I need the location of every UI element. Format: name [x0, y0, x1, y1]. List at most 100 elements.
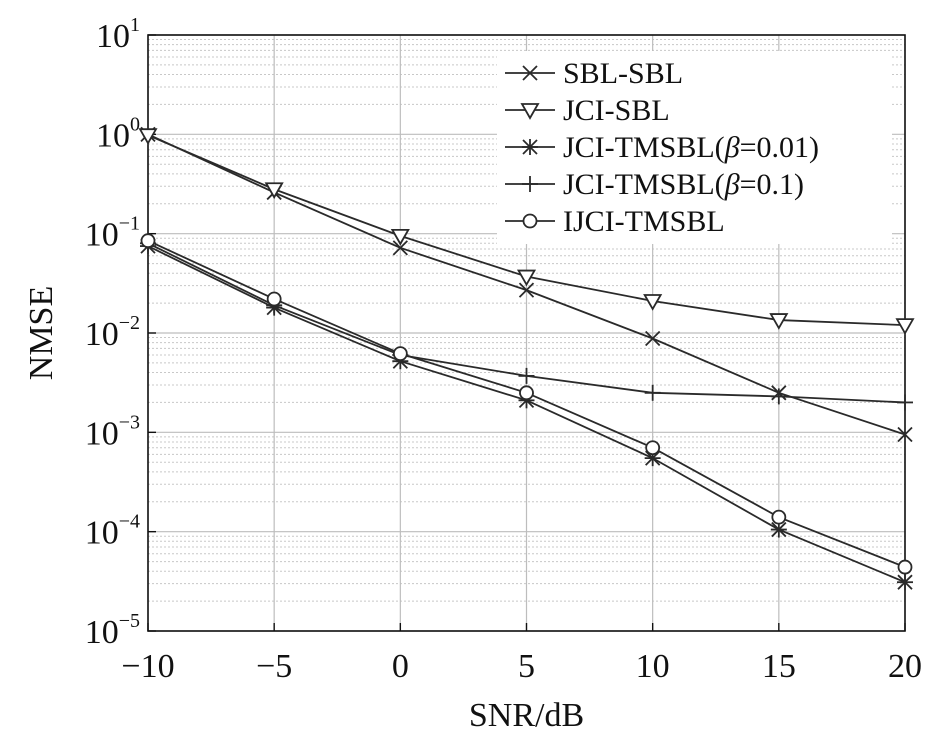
data-point [897, 559, 913, 575]
marker-shape [522, 213, 538, 229]
data-point [140, 233, 156, 249]
legend-entry-ijci-tmsbl: IJCI-TMSBL [505, 205, 725, 238]
marker-triangle-down-icon [520, 103, 540, 120]
y-tick-base: 10 [85, 614, 119, 651]
data-point [897, 426, 913, 443]
legend-label-suffix: =0.1) [740, 168, 804, 201]
marker-circle-icon [897, 559, 913, 575]
data-point [645, 330, 661, 347]
marker-stroke [518, 282, 535, 298]
legend-label-jci-sbl: JCI-SBL [563, 94, 670, 127]
marker-shape [520, 103, 540, 120]
marker-stroke [897, 426, 913, 443]
legend-label-jci-tmsbl-001: JCI-TMSBL(β=0.01) [563, 131, 819, 164]
marker-circle-icon [140, 233, 156, 249]
y-tick-label: 10−2 [85, 312, 140, 353]
marker-circle-icon [645, 440, 661, 456]
x-tick-label: −5 [256, 648, 292, 685]
marker-asterisk-icon [522, 139, 538, 155]
marker-triangle-down-icon [390, 228, 410, 246]
data-point [897, 394, 913, 411]
series-layer [138, 126, 915, 591]
y-tick-base: 10 [85, 316, 119, 353]
x-axis-label: SNR/dB [469, 697, 584, 734]
marker-plus-icon [522, 176, 538, 192]
marker-plus-icon [644, 384, 661, 401]
marker-x-icon [645, 330, 661, 347]
y-tick-base: 10 [96, 18, 130, 55]
marker-stroke [522, 65, 538, 81]
data-point [138, 128, 158, 146]
legend-marker-circle-icon [522, 213, 538, 229]
marker-triangle-down-icon [895, 318, 915, 335]
marker-triangle-down-icon [643, 294, 663, 311]
data-point [643, 294, 663, 311]
y-tick-label: 100 [96, 113, 140, 154]
data-point [771, 509, 787, 525]
marker-x-icon [518, 282, 535, 298]
legend-entry-sbl-sbl: SBL-SBL [505, 57, 683, 90]
marker-circle-icon [392, 346, 408, 362]
legend-marker-triangle-icon [520, 103, 540, 120]
marker-triangle-down-icon [516, 269, 537, 287]
data-point [518, 282, 535, 298]
y-axis-label: NMSE [23, 286, 60, 380]
marker-asterisk-icon [897, 574, 913, 591]
marker-shape [895, 318, 915, 335]
marker-x-icon [897, 426, 913, 443]
y-tick-exponent: −4 [119, 511, 140, 533]
marker-shape [897, 559, 913, 575]
marker-plus-icon [518, 367, 535, 384]
legend-label-sbl-sbl: SBL-SBL [563, 57, 683, 90]
series-jci-sbl [138, 128, 915, 335]
y-tick-base: 10 [85, 515, 119, 552]
marker-shape [516, 269, 537, 287]
legend-background [497, 51, 892, 244]
x-tick-label: 0 [392, 648, 409, 685]
marker-circle-icon [771, 509, 787, 525]
x-axis-ticks: −10 −5 0 5 10 15 20 [121, 623, 922, 685]
marker-x-icon [522, 65, 538, 81]
y-tick-exponent: −3 [119, 411, 140, 433]
marker-shape [140, 233, 156, 249]
legend: SBL-SBL JCI-SBL JCI-TMSBL(β=0.01) JCI-TM… [497, 51, 892, 244]
y-tick-label: 10−5 [85, 610, 140, 651]
y-tick-label: 10−4 [85, 511, 140, 552]
marker-circle-icon [266, 291, 282, 307]
data-point [644, 384, 661, 401]
data-point [897, 574, 913, 591]
marker-shape [138, 128, 158, 146]
marker-shape [519, 385, 534, 401]
marker-shape [643, 294, 663, 311]
marker-shape [392, 346, 408, 362]
y-tick-exponent: −5 [119, 610, 140, 632]
marker-plus-icon [897, 394, 913, 411]
y-tick-base: 10 [85, 217, 119, 254]
data-point [516, 269, 537, 287]
marker-shape [769, 313, 789, 330]
y-tick-label: 10−1 [85, 213, 140, 254]
legend-entry-jci-tmsbl-001: JCI-TMSBL(β=0.01) [505, 131, 819, 164]
y-tick-exponent: −1 [119, 213, 140, 235]
data-point [519, 385, 534, 401]
marker-plus-icon [770, 388, 787, 405]
data-point [770, 388, 787, 405]
y-tick-base: 10 [85, 415, 119, 452]
data-point [390, 228, 410, 246]
y-tick-exponent: 1 [130, 14, 140, 36]
legend-marker-plus-icon [522, 176, 538, 192]
data-point [518, 367, 535, 384]
legend-label-prefix: JCI-TMSBL( [563, 131, 725, 164]
x-tick-label: −10 [121, 648, 174, 685]
marker-x-icon [392, 240, 408, 256]
series-ijci-tmsbl [140, 233, 913, 575]
marker-circle-icon [522, 213, 538, 229]
data-point [392, 346, 408, 362]
marker-stroke [392, 240, 408, 256]
marker-shape [264, 182, 284, 200]
legend-label-beta-symbol: β [724, 168, 740, 201]
legend-label-prefix: JCI-TMSBL( [563, 168, 725, 201]
x-tick-label: 10 [636, 648, 670, 685]
